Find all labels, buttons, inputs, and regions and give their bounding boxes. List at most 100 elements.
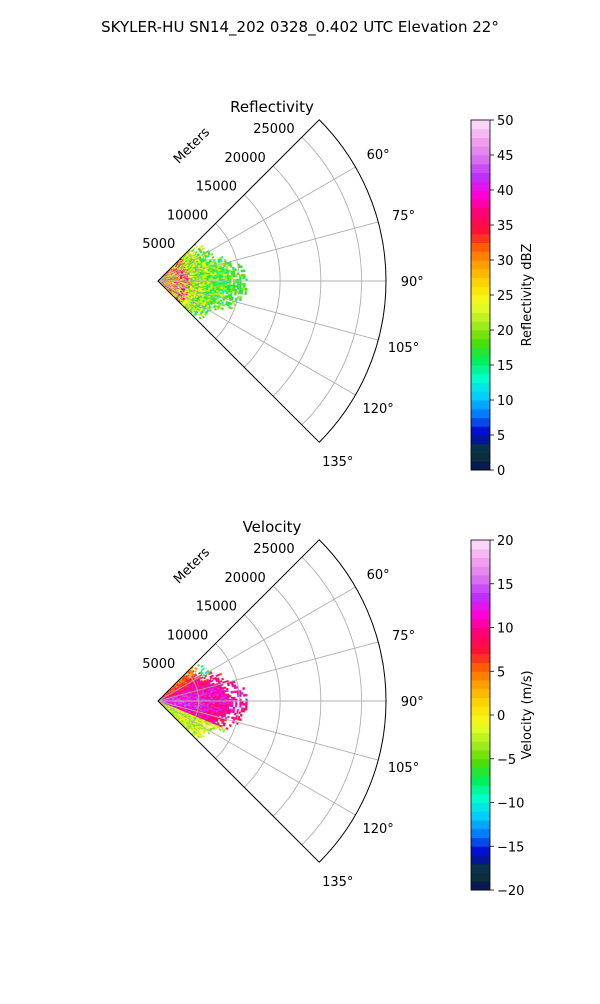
colorbar-band <box>471 593 490 602</box>
radar-gate <box>223 283 225 285</box>
colorbar-band <box>471 313 490 322</box>
radar-gate <box>225 703 227 705</box>
radar-gate <box>227 705 229 707</box>
colorbar-band <box>471 120 490 129</box>
colorbar-band <box>471 811 490 820</box>
radar-gate <box>231 703 233 705</box>
radar-gate <box>240 292 242 294</box>
radar-gate <box>221 278 223 280</box>
colorbar-tick-label: 20 <box>497 534 514 549</box>
theta-tick-label: 105° <box>388 341 419 356</box>
radar-gate <box>209 698 211 699</box>
radar-gate <box>233 285 235 287</box>
radar-gate <box>211 698 213 699</box>
radar-gate <box>221 703 223 705</box>
colorbar-tick-label: −15 <box>497 840 524 855</box>
radar-gate <box>245 288 247 290</box>
colorbar-band <box>471 558 490 567</box>
colorbar-band <box>471 881 490 890</box>
colorbar-band <box>471 418 490 427</box>
radar-gate <box>217 276 219 278</box>
radar-gate <box>225 694 227 696</box>
radar-gate <box>225 277 227 279</box>
radar-gate <box>235 285 237 287</box>
radar-gate <box>203 677 205 679</box>
r-tick-label: 20000 <box>224 151 265 166</box>
colorbar-band <box>471 461 490 470</box>
radar-gate <box>233 273 235 275</box>
colorbar-band <box>471 409 490 418</box>
radar-gate <box>226 292 228 294</box>
colorbar-band <box>471 803 490 812</box>
colorbar-band <box>471 339 490 348</box>
radar-gate <box>206 726 208 728</box>
colorbar-band <box>471 129 490 138</box>
colorbar-band <box>471 181 490 190</box>
colorbar-tick-label: 35 <box>497 219 514 234</box>
radar-gate <box>217 283 219 285</box>
radar-gate <box>228 712 230 714</box>
radar-gate <box>213 698 215 700</box>
radar-gate <box>217 696 219 698</box>
colorbar-band <box>471 391 490 400</box>
radar-gate <box>233 697 235 699</box>
radar-gate <box>243 708 245 710</box>
radar-gate <box>231 697 233 699</box>
colorbar-band <box>471 540 490 549</box>
radar-gate <box>193 252 195 254</box>
colorbar-tick-label: 0 <box>497 709 505 724</box>
colorbar-band <box>471 584 490 593</box>
panels: Reflectivity500010000150002000025000Mete… <box>142 98 535 899</box>
radar-gate <box>223 715 225 717</box>
r-tick-label: 20000 <box>224 571 265 586</box>
radar-gate <box>230 302 233 305</box>
radar-gate <box>215 276 217 278</box>
colorbar-band <box>471 601 490 610</box>
radar-gate <box>225 705 227 707</box>
colorbar-tick-label: −5 <box>497 753 516 768</box>
radar-gate <box>219 276 221 278</box>
radar-gate <box>212 256 214 258</box>
radar-gate <box>240 265 242 268</box>
radar-gate <box>235 703 237 705</box>
radar-gate <box>229 283 231 285</box>
colorbar-band <box>471 768 490 777</box>
radar-gate <box>229 275 231 277</box>
radar-gate <box>245 694 247 696</box>
radar-gate <box>242 687 244 690</box>
colorbar-label: Reflectivity dBZ <box>520 244 535 347</box>
radar-gate <box>234 293 236 295</box>
colorbar-band <box>471 208 490 217</box>
radar-gate <box>197 664 199 666</box>
colorbar-band <box>471 444 490 453</box>
radar-gate <box>223 265 225 267</box>
radar-gate <box>221 276 223 278</box>
colorbar-band <box>471 864 490 873</box>
theta-tick-label: 60° <box>367 148 390 163</box>
colorbar-band <box>471 426 490 435</box>
colorbar-tick-label: 20 <box>497 324 514 339</box>
radar-gate <box>235 275 237 277</box>
radar-gate <box>241 277 243 279</box>
colorbar-band <box>471 190 490 199</box>
colorbar-band <box>471 741 490 750</box>
radar-gate <box>207 698 209 699</box>
radar-gate <box>225 696 227 698</box>
radar-gate <box>231 705 233 707</box>
radar-gate <box>234 269 236 271</box>
colorbar-band <box>471 216 490 225</box>
radar-gate <box>240 714 242 717</box>
radar-gate <box>229 277 231 279</box>
radar-gate <box>207 278 209 279</box>
radar-gate <box>193 248 195 250</box>
radar-gate <box>243 710 245 712</box>
colorbar-band <box>471 689 490 698</box>
theta-tick-label: 135° <box>322 455 353 470</box>
colorbar-band <box>471 365 490 374</box>
radar-gate <box>243 283 245 285</box>
radar-gate <box>221 696 223 698</box>
colorbar-band <box>471 155 490 164</box>
colorbar-tick-label: 15 <box>497 578 514 593</box>
radar-gate <box>241 288 243 290</box>
colorbar-band <box>471 286 490 295</box>
